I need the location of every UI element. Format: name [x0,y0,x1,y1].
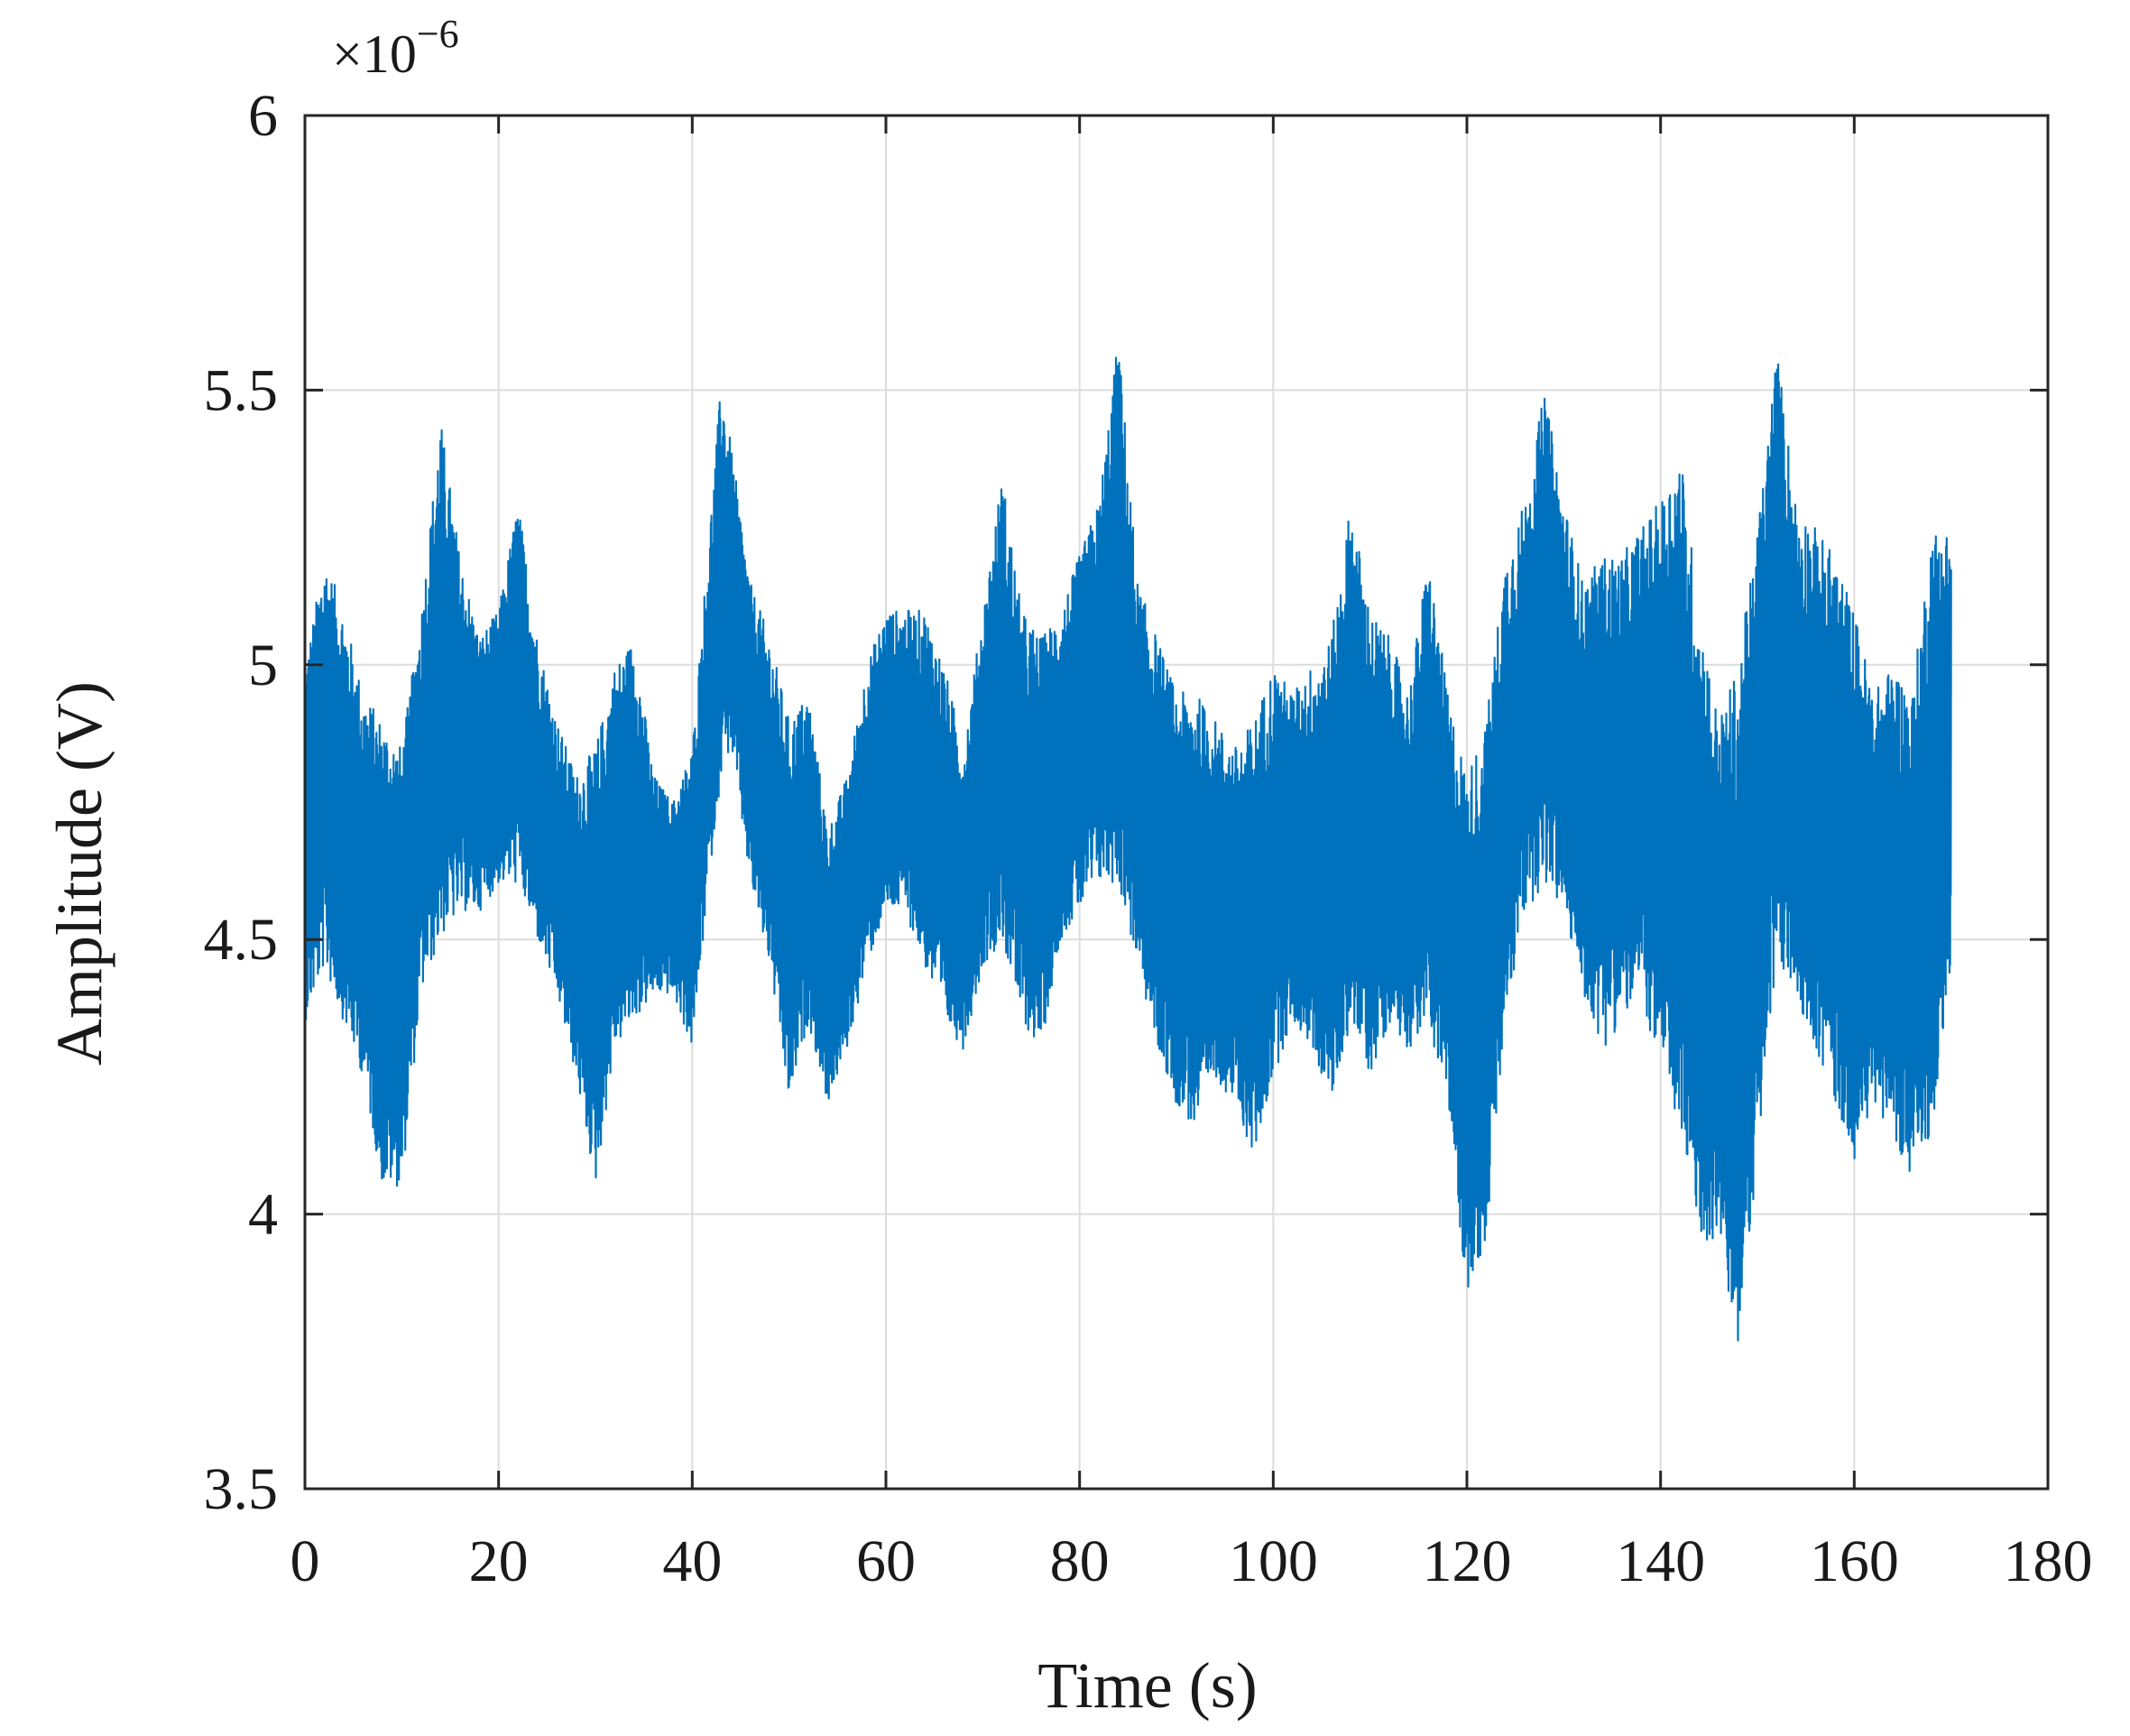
y-tick-label: 3.5 [204,1456,279,1522]
series-line [303,356,1952,1342]
x-tick-label: 160 [1810,1528,1899,1594]
y-multiplier-exp: −6 [417,12,459,56]
tick-marks [303,114,2050,1491]
x-axis-label: Time (s) [1037,1649,1257,1722]
x-tick-label: 40 [662,1528,722,1594]
y-tick-label: 4.5 [204,907,279,973]
y-tick-label: 5.5 [204,357,279,423]
x-tick-label: 120 [1423,1528,1512,1594]
y-tick-label: 5 [248,633,278,698]
x-tick-label: 60 [856,1528,916,1594]
x-tick-label: 20 [469,1528,529,1594]
x-tick-label: 140 [1616,1528,1705,1594]
y-tick-label: 4 [248,1182,278,1248]
y-multiplier-base: ×10 [332,24,417,84]
x-tick-label: 80 [1050,1528,1110,1594]
x-tick-label: 0 [290,1528,320,1594]
y-tick-label: 6 [248,83,278,149]
x-tick-label: 180 [2004,1528,2093,1594]
y-axis-label: Amplitude (V) [43,681,115,1066]
series-group [303,356,1952,1342]
y-multiplier-label: ×10−6 [332,12,459,84]
x-tick-labels: 0 20 40 60 80 100 120 140 160 180 [290,1528,2093,1594]
plot-frame [303,114,2050,1491]
x-tick-label: 100 [1229,1528,1318,1594]
y-tick-labels: 3.5 4 4.5 5 5.5 6 [204,83,279,1522]
